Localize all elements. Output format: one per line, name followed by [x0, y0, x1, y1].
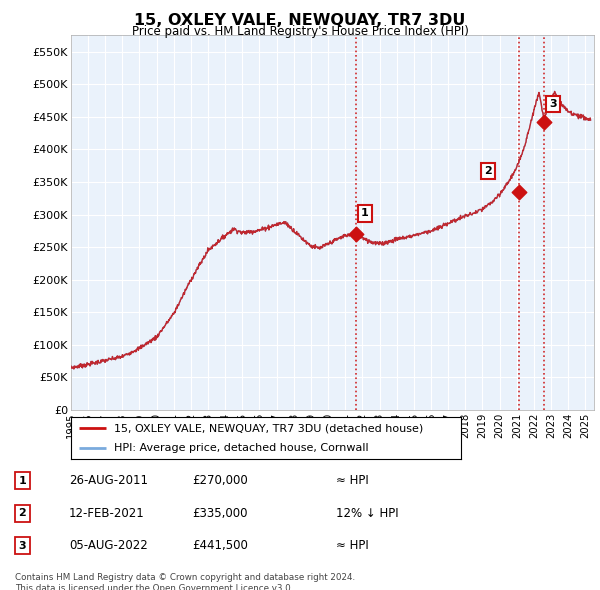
Text: 1: 1 — [19, 476, 26, 486]
Text: 15, OXLEY VALE, NEWQUAY, TR7 3DU: 15, OXLEY VALE, NEWQUAY, TR7 3DU — [134, 13, 466, 28]
Text: 12-FEB-2021: 12-FEB-2021 — [69, 507, 145, 520]
Text: £335,000: £335,000 — [192, 507, 248, 520]
Text: 26-AUG-2011: 26-AUG-2011 — [69, 474, 148, 487]
Text: 2: 2 — [19, 509, 26, 518]
Text: 1: 1 — [361, 208, 369, 218]
Text: 3: 3 — [549, 99, 557, 109]
Text: ≈ HPI: ≈ HPI — [336, 474, 369, 487]
Point — [539, 117, 549, 127]
Text: £270,000: £270,000 — [192, 474, 248, 487]
Text: HPI: Average price, detached house, Cornwall: HPI: Average price, detached house, Corn… — [114, 444, 368, 453]
Text: £441,500: £441,500 — [192, 539, 248, 552]
Text: 12% ↓ HPI: 12% ↓ HPI — [336, 507, 398, 520]
Text: 2: 2 — [484, 166, 492, 176]
Text: Contains HM Land Registry data © Crown copyright and database right 2024.
This d: Contains HM Land Registry data © Crown c… — [15, 573, 355, 590]
Text: 15, OXLEY VALE, NEWQUAY, TR7 3DU (detached house): 15, OXLEY VALE, NEWQUAY, TR7 3DU (detach… — [114, 424, 423, 434]
Text: 3: 3 — [19, 541, 26, 550]
Text: Price paid vs. HM Land Registry's House Price Index (HPI): Price paid vs. HM Land Registry's House … — [131, 25, 469, 38]
Point — [514, 187, 524, 196]
Text: ≈ HPI: ≈ HPI — [336, 539, 369, 552]
Text: 05-AUG-2022: 05-AUG-2022 — [69, 539, 148, 552]
Point — [352, 230, 361, 239]
